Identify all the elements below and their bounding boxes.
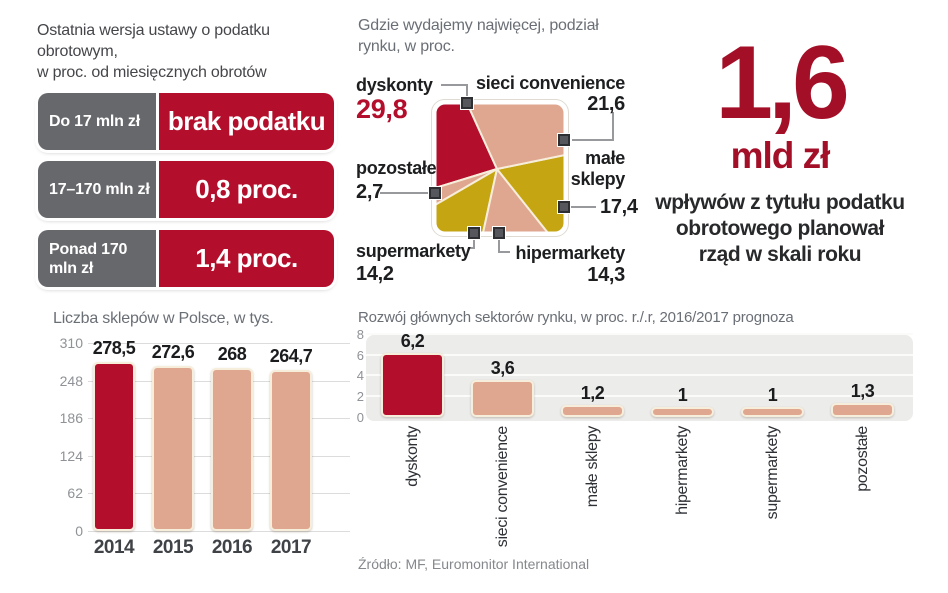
connector-dyskonty xyxy=(441,84,468,96)
y-tick-label-62: 62 xyxy=(67,485,83,501)
wedge-sieci-convenience xyxy=(466,103,565,170)
sectors-chart-title: Rozwój głównych sektorów rynku, w proc. … xyxy=(358,309,794,326)
sectors-chart-plot: 0 2 4 6 8 6,2 dyskonty 3,6 sieci convenience 1,2 m… xyxy=(357,305,943,580)
bar-hipermarkety xyxy=(651,407,714,417)
sectors-chart-plot-area xyxy=(366,335,913,421)
x-axis-label-hipermarkety: hipermarkety xyxy=(673,426,691,515)
sectors-chart-section: Rozwój głównych sektorów rynku, w proc. … xyxy=(357,305,943,580)
tax-range-1: Do 17 mln zł xyxy=(38,93,156,150)
marker-supermarkety xyxy=(467,226,481,240)
bar-value-2014: 278,5 xyxy=(92,338,136,358)
tax-table-section: Ostatnia wersja ustawy o podatku obrotow… xyxy=(37,20,337,292)
grid-line-310 xyxy=(88,343,350,344)
tax-rate-1: brak podatku xyxy=(159,93,334,150)
y-tick-label-0: 0 xyxy=(75,523,83,539)
bar-value-2017: 264,7 xyxy=(269,346,313,366)
market-share-section: Gdzie wydajemy najwięcej, podział rynku,… xyxy=(355,15,645,297)
pie-label-supermarkety: supermarkety xyxy=(356,241,471,261)
tax-range-3: Ponad 170 mln zł xyxy=(38,230,156,287)
callout-amount: 1,6 xyxy=(715,25,850,141)
bar-value-hipermarkety: 1 xyxy=(677,385,688,405)
bar-dyskonty xyxy=(381,353,444,417)
bar-2015 xyxy=(152,366,194,531)
bar-pozosta-e xyxy=(831,403,894,417)
pie-value-hipermarkety: 14,3 xyxy=(587,264,625,286)
pie-value-pozostale: 2,7 xyxy=(356,181,383,203)
tax-rate-2: 0,8 proc. xyxy=(159,161,334,218)
y-tick-label-186: 186 xyxy=(59,410,83,426)
callout-description: wpływów z tytułu podatku obrotowego plan… xyxy=(655,191,905,266)
y-tick-label-0: 0 xyxy=(356,410,364,425)
bar-value-ma-e-sklepy: 1,2 xyxy=(580,383,605,403)
tax-row-2: 17–170 mln zł 0,8 proc. xyxy=(38,161,334,218)
y-tick-label-310: 310 xyxy=(59,335,83,351)
pie-label-male-sklepy: małe sklepy xyxy=(570,148,626,189)
grid-line-0 xyxy=(88,531,350,532)
tax-range-2: 17–170 mln zł xyxy=(38,161,156,218)
tax-row-1: Do 17 mln zł brak podatku xyxy=(38,93,334,150)
market-share-title: Gdzie wydajemy najwięcej, podział rynku,… xyxy=(358,17,599,55)
marker-dyskonty xyxy=(460,96,474,110)
marker-male-sklepy xyxy=(557,200,571,214)
grid-line-2 xyxy=(366,395,913,397)
y-tick-label-2: 2 xyxy=(356,389,364,404)
stores-chart-plot: 0 62 124 186 248 310 278,5 2014 272,6 2015 268 2016… xyxy=(35,303,357,588)
revenue-callout: 1,6 mld zł wpływów z tytułu podatku obro… xyxy=(640,25,920,268)
pie-markers xyxy=(428,96,571,240)
x-axis-label-pozosta-e: pozostałe xyxy=(853,426,871,492)
x-axis-label-dyskonty: dyskonty xyxy=(403,426,421,487)
y-tick-label-4: 4 xyxy=(356,368,364,383)
callout-unit: mld zł xyxy=(730,135,831,176)
pie-label-sieci-convenience: sieci convenience xyxy=(476,73,625,93)
bar-value-pozosta-e: 1,3 xyxy=(850,381,875,401)
pie-value-supermarkety: 14,2 xyxy=(356,263,394,285)
source-note: Źródło: MF, Euromonitor International xyxy=(358,556,590,572)
y-tick-label-248: 248 xyxy=(59,373,83,389)
pie-value-sieci-convenience: 21,6 xyxy=(587,93,625,115)
bar-2014 xyxy=(93,362,135,531)
x-axis-label-sieci-convenience: sieci convenience xyxy=(493,426,511,548)
bar-supermarkety xyxy=(741,407,804,417)
stores-chart-section: Liczba sklepów w Polsce, w tys. 0 62 124 18… xyxy=(35,303,357,588)
y-tick-label-6: 6 xyxy=(356,348,364,363)
bar-value-2016: 268 xyxy=(217,344,247,364)
x-axis-label-2017: 2017 xyxy=(270,537,312,558)
x-axis-label-ma-e-sklepy: małe sklepy xyxy=(583,426,601,508)
pie-label-dyskonty: dyskonty xyxy=(356,75,433,95)
bar-2017 xyxy=(270,370,312,531)
marker-sieci-convenience xyxy=(557,133,571,147)
bar-ma-e-sklepy xyxy=(561,405,624,417)
tax-row-3: Ponad 170 mln zł 1,4 proc. xyxy=(38,230,334,287)
connector-supermarkety xyxy=(469,239,475,249)
grid-line-4 xyxy=(366,374,913,376)
bar-value-dyskonty: 6,2 xyxy=(400,331,425,351)
connector-hipermarkety xyxy=(498,238,510,253)
x-axis-label-2014: 2014 xyxy=(93,537,135,558)
pie-value-dyskonty: 29,8 xyxy=(356,94,408,124)
y-tick-label-8: 8 xyxy=(356,327,364,342)
marker-pozostale xyxy=(428,186,442,200)
bar-value-2015: 272,6 xyxy=(151,342,195,362)
pie-label-pozostale: pozostałe xyxy=(356,158,437,178)
marker-hipermarkety xyxy=(492,226,506,240)
bar-value-supermarkety: 1 xyxy=(767,385,778,405)
tax-rate-3: 1,4 proc. xyxy=(159,230,334,287)
tax-table-title: Ostatnia wersja ustawy o podatku obrotow… xyxy=(37,22,270,81)
connector-sieci-convenience xyxy=(572,112,614,141)
x-axis-label-2015: 2015 xyxy=(152,537,194,558)
stores-chart-title: Liczba sklepów w Polsce, w tys. xyxy=(53,310,274,327)
pie-value-male-sklepy: 17,4 xyxy=(600,196,638,218)
market-share-square-pie xyxy=(380,84,614,253)
x-axis-label-supermarkety: supermarkety xyxy=(763,426,781,520)
bar-sieci-convenience xyxy=(471,380,534,417)
grid-line-8 xyxy=(366,333,913,335)
y-tick-label-124: 124 xyxy=(59,448,83,464)
bar-2016 xyxy=(211,368,253,531)
x-axis-label-2016: 2016 xyxy=(211,537,253,558)
pie-label-hipermarkety: hipermarkety xyxy=(515,243,626,263)
bar-value-sieci-convenience: 3,6 xyxy=(490,358,515,378)
grid-line-6 xyxy=(366,354,913,356)
